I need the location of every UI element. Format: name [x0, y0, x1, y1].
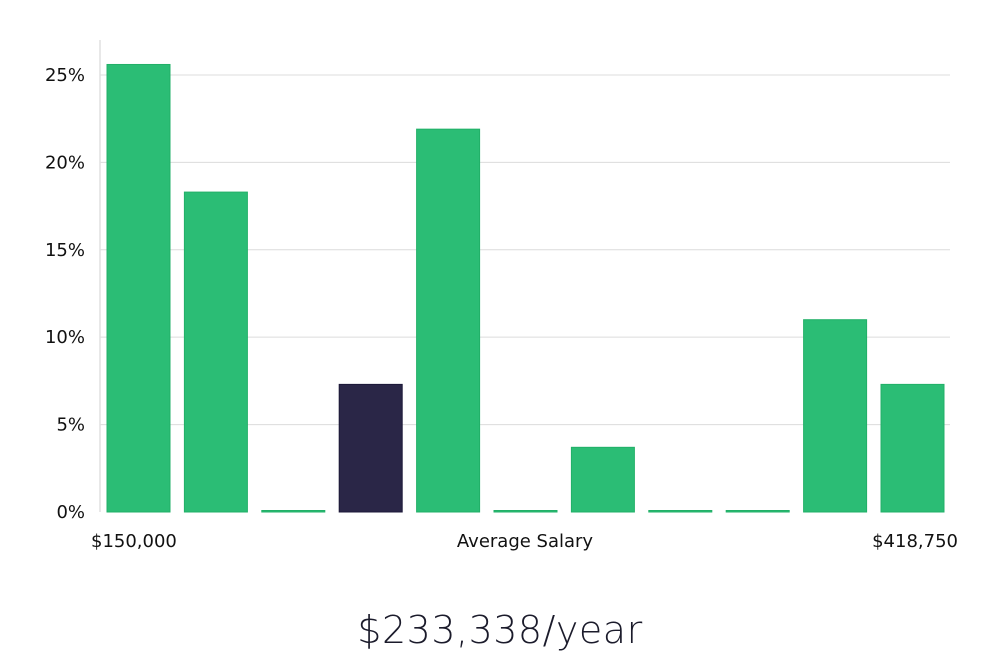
bar [183, 191, 248, 513]
y-tick-label: 15% [45, 240, 85, 261]
bar [803, 319, 868, 513]
x-max-label: $418,750 [872, 531, 958, 552]
y-tick-label: 10% [45, 327, 85, 348]
bar [106, 63, 171, 513]
chart-canvas: 0% 5% 10% 15% 20% 25% $150,000 Average Salary… [45, 40, 958, 552]
bar [570, 446, 635, 513]
bar [648, 510, 713, 513]
x-min-label: $150,000 [91, 531, 177, 552]
y-tick-label: 5% [56, 415, 85, 436]
bars-layer [106, 63, 945, 513]
average-salary-headline: $233,338/year [357, 608, 643, 652]
y-tick-labels: 0% 5% 10% 15% 20% 25% [45, 65, 85, 523]
y-tick-label: 20% [45, 152, 85, 173]
bar [880, 383, 945, 513]
bar-highlighted [338, 383, 403, 513]
bar [725, 510, 790, 513]
bar [261, 510, 326, 513]
bar [416, 128, 481, 513]
x-axis-title: Average Salary [457, 531, 594, 552]
y-tick-label: 25% [45, 65, 85, 86]
y-tick-label: 0% [56, 502, 85, 523]
bar [493, 510, 558, 513]
